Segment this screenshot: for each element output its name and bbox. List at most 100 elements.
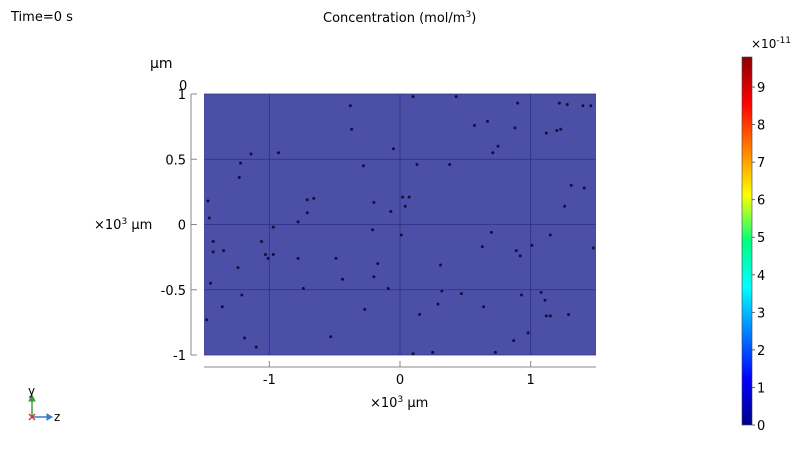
- colorbar-tick-label: 9: [757, 81, 765, 96]
- particle-point: [411, 95, 415, 99]
- particle-point: [582, 186, 586, 190]
- grid-lines: [204, 93, 596, 356]
- particle-point: [480, 245, 484, 249]
- particle-point: [296, 220, 300, 224]
- colorbar-tick-label: 7: [757, 156, 765, 171]
- particle-point: [240, 293, 244, 297]
- particle-point: [363, 307, 367, 311]
- particle-point: [448, 162, 452, 166]
- x-tick-label: 0: [396, 373, 404, 388]
- particle-point: [482, 305, 486, 309]
- particle-point: [329, 335, 333, 339]
- colorbar-tick-label: 1: [757, 381, 765, 396]
- particle-point: [548, 314, 552, 318]
- particle-point: [513, 126, 517, 130]
- y-axis-unit-label: μm: [150, 56, 173, 72]
- particle-point: [207, 216, 211, 220]
- particle-point: [348, 104, 352, 108]
- particle-point: [530, 243, 534, 247]
- x-axis: -1 0 1: [204, 361, 596, 388]
- particle-point: [401, 195, 405, 199]
- particle-point: [516, 101, 520, 105]
- particle-point: [489, 230, 493, 234]
- particle-point: [555, 129, 559, 133]
- particle-point: [305, 198, 309, 202]
- particle-point: [263, 253, 267, 257]
- particle-point: [514, 249, 518, 253]
- y-tick-label: -1: [173, 349, 186, 364]
- particle-point: [431, 350, 435, 354]
- particle-point: [249, 152, 253, 156]
- particle-point: [403, 204, 407, 208]
- particle-point: [372, 200, 376, 204]
- particle-point: [454, 95, 458, 99]
- plot-title: Concentration (mol/m3): [323, 10, 477, 26]
- particle-point: [436, 302, 440, 306]
- x-tick-label: 1: [527, 373, 535, 388]
- particle-layer: [205, 95, 595, 356]
- particle-point: [563, 204, 567, 208]
- particle-point: [439, 263, 443, 267]
- particle-point: [581, 104, 585, 108]
- y-tick-label: 0: [178, 219, 186, 234]
- colorbar-ticks: 9 8 7 6 5 4 3 2 1 0: [752, 81, 765, 434]
- y-tick-label: -0.5: [161, 284, 186, 299]
- particle-point: [440, 289, 444, 293]
- x-axis-scale-label: ×103 μm: [370, 395, 429, 411]
- particle-point: [276, 151, 280, 155]
- particle-point: [411, 352, 415, 356]
- particle-point: [544, 314, 548, 318]
- particle-point: [391, 147, 395, 151]
- particle-point: [389, 209, 393, 213]
- particle-point: [350, 127, 354, 131]
- particle-point: [211, 239, 215, 243]
- particle-point: [567, 313, 571, 317]
- particle-point: [415, 162, 419, 166]
- particle-point: [418, 313, 422, 317]
- particle-point: [361, 164, 365, 168]
- particle-point: [301, 286, 305, 290]
- particle-point: [565, 102, 569, 106]
- particle-point: [334, 256, 338, 260]
- colorbar-tick-label: 5: [757, 231, 765, 246]
- colorbar-tick-label: 4: [757, 269, 765, 284]
- particle-point: [557, 101, 561, 105]
- particle-point: [559, 127, 563, 131]
- particle-point: [518, 254, 522, 258]
- particle-point: [539, 290, 543, 294]
- colorbar-tick-label: 0: [757, 419, 765, 434]
- particle-point: [220, 305, 224, 309]
- colorbar-tick-label: 2: [757, 344, 765, 359]
- particle-point: [211, 250, 215, 254]
- particle-point: [236, 266, 240, 270]
- y-tick-label: 0.5: [165, 153, 186, 168]
- y-tick-label: 1: [178, 88, 186, 103]
- particle-point: [271, 253, 275, 257]
- particle-point: [407, 195, 411, 199]
- triad-z-label: z: [54, 410, 61, 424]
- particle-point: [243, 336, 247, 340]
- colorbar-multiplier: ×10-11: [751, 36, 792, 51]
- y-axis: -1 -0.5 0 0.5 1: [161, 88, 197, 364]
- particle-point: [296, 256, 300, 260]
- colorbar-tick-label: 8: [757, 119, 765, 134]
- particle-point: [266, 256, 270, 260]
- y-axis-scale-label: ×103 μm: [94, 217, 153, 233]
- colorbar-tick-label: 3: [757, 306, 765, 321]
- particle-point: [472, 123, 476, 127]
- particle-point: [569, 183, 573, 187]
- particle-point: [259, 239, 263, 243]
- time-label: Time=0 s: [11, 10, 73, 25]
- particle-point: [239, 161, 243, 165]
- particle-point: [254, 345, 258, 349]
- particle-point: [526, 331, 530, 335]
- particle-point: [459, 292, 463, 296]
- particle-point: [341, 277, 345, 281]
- particle-point: [486, 119, 490, 123]
- particle-point: [372, 275, 376, 279]
- particle-point: [544, 131, 548, 135]
- colorbar-tick-label: 6: [757, 194, 765, 209]
- x-tick-label: -1: [263, 373, 276, 388]
- particle-point: [222, 249, 226, 253]
